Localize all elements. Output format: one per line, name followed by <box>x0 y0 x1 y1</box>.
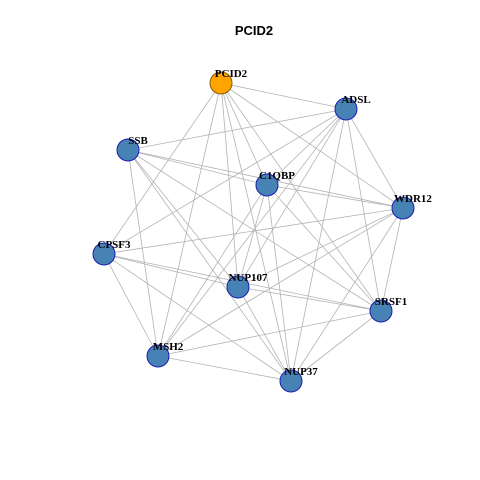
edge <box>103 108 347 255</box>
edge <box>380 207 404 312</box>
edge <box>157 310 382 357</box>
edge <box>103 207 404 255</box>
edge <box>220 82 347 110</box>
edge <box>103 253 159 357</box>
edge <box>290 108 347 382</box>
edge <box>157 184 268 357</box>
node-label: SSB <box>128 135 148 147</box>
node-label: PCID2 <box>215 68 248 80</box>
node-label: CPSF3 <box>98 239 132 251</box>
node-label: ADSL <box>341 94 370 106</box>
edge <box>266 184 404 209</box>
edge <box>127 149 159 357</box>
node <box>369 299 393 323</box>
node <box>255 173 279 197</box>
edge <box>220 82 382 312</box>
edge <box>127 149 292 382</box>
edge <box>157 108 347 357</box>
edge <box>127 108 347 151</box>
node-label: SRSF1 <box>375 296 407 308</box>
edge <box>157 355 292 382</box>
edge <box>103 82 222 255</box>
edge <box>103 253 292 382</box>
node-label: MSH2 <box>153 341 184 353</box>
node <box>334 97 358 121</box>
edge <box>290 207 404 382</box>
node <box>391 196 415 220</box>
edge <box>237 207 404 288</box>
edge <box>237 286 292 382</box>
edge <box>266 108 347 186</box>
edge <box>345 108 404 209</box>
node <box>279 369 303 393</box>
edge <box>345 108 382 312</box>
node-label: NUP107 <box>228 272 268 284</box>
edge <box>237 286 382 312</box>
edge <box>220 82 239 288</box>
node-label: NUP37 <box>284 366 318 378</box>
edge <box>157 207 404 357</box>
nodes: PCID2 ADSL SSB C1QBP WDR12 CPSF3 NUP107 SRSF1 MS… <box>92 68 432 393</box>
edge <box>237 108 347 288</box>
edge <box>127 149 268 186</box>
node-label: C1QBP <box>259 170 295 182</box>
node-label: WDR12 <box>394 193 432 205</box>
edge <box>103 253 239 288</box>
node <box>226 275 250 299</box>
node <box>116 138 140 162</box>
edge <box>157 82 222 357</box>
edge <box>237 184 268 288</box>
node <box>92 242 116 266</box>
edge <box>220 82 268 186</box>
edge <box>266 184 382 312</box>
node <box>146 344 170 368</box>
node <box>209 71 233 95</box>
edge <box>290 310 382 382</box>
edges <box>103 82 404 382</box>
edge <box>127 149 239 288</box>
diagram-title: PCID2 <box>235 23 273 38</box>
edge <box>220 82 404 209</box>
